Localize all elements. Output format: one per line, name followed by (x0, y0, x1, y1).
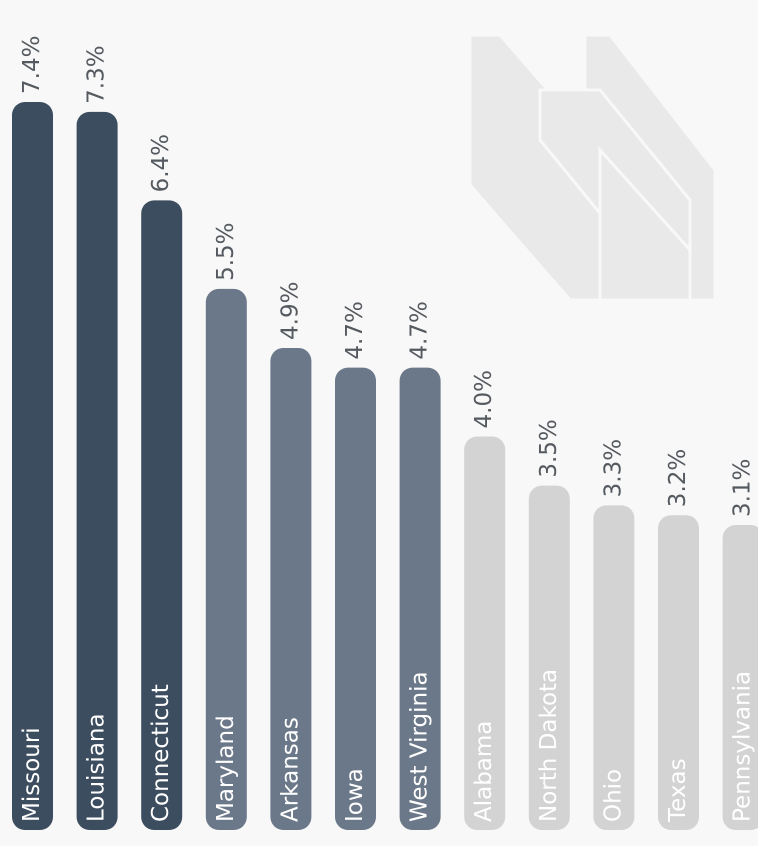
value-label: 4.7% (342, 301, 368, 359)
bar (12, 102, 53, 830)
bar (335, 367, 376, 830)
value-label: 7.3% (84, 45, 110, 103)
category-label: Iowa (342, 768, 368, 822)
bar (658, 515, 699, 830)
value-label: 4.9% (277, 282, 303, 340)
category-label: Connecticut (148, 684, 174, 822)
category-label: Alabama (471, 721, 497, 822)
category-label: North Dakota (536, 669, 562, 822)
value-label: 7.4% (19, 36, 45, 94)
value-label: 3.1% (730, 459, 756, 517)
bar (270, 347, 312, 830)
bar (141, 200, 183, 831)
bar (528, 485, 570, 830)
bar (205, 288, 247, 830)
category-label: Maryland (213, 715, 239, 822)
category-label: Ohio (600, 769, 626, 822)
bar (76, 111, 118, 831)
value-label: 3.2% (665, 449, 691, 507)
bar (593, 505, 635, 830)
value-label: 5.5% (213, 222, 239, 280)
category-label: Louisiana (84, 713, 110, 822)
category-label: Pennsylvania (730, 671, 756, 822)
category-label: Arkansas (277, 717, 303, 822)
value-label: 3.5% (536, 419, 562, 477)
bar (399, 367, 441, 830)
value-label: 3.3% (600, 439, 626, 497)
value-label: 4.7% (407, 301, 433, 359)
steel-beam-icon (468, 33, 717, 302)
category-label: Missouri (19, 727, 45, 822)
value-label: 6.4% (148, 134, 174, 192)
category-label: Texas (665, 758, 691, 823)
category-label: West Virginia (407, 671, 433, 822)
bar (722, 525, 758, 830)
value-label: 4.0% (471, 370, 497, 428)
bar (464, 436, 506, 830)
